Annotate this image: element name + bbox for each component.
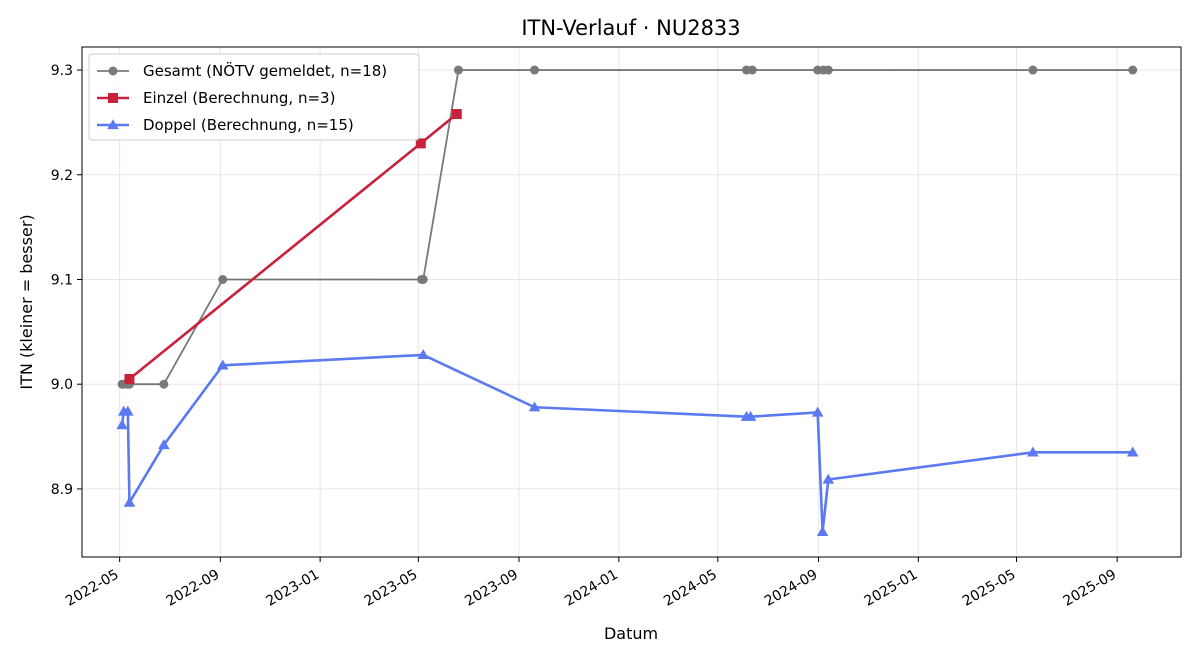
x-tick-label: 2024-09 xyxy=(762,567,821,610)
x-tick-label: 2022-09 xyxy=(164,567,223,610)
gesamt-point xyxy=(418,274,428,284)
doppel-point xyxy=(116,419,128,430)
x-tick-label: 2024-01 xyxy=(562,567,621,610)
gesamt-point xyxy=(218,274,228,284)
y-tick-label: 9.1 xyxy=(51,272,73,288)
y-axis-title: ITN (kleiner = besser) xyxy=(17,214,36,389)
doppel-point xyxy=(216,359,229,370)
gesamt-point xyxy=(823,65,833,75)
doppel-point xyxy=(158,439,170,450)
plot-frame xyxy=(81,46,1182,558)
doppel-point xyxy=(417,349,430,360)
doppel-series-line xyxy=(120,353,1133,534)
doppel-point xyxy=(1126,446,1139,457)
doppel-point xyxy=(528,401,541,412)
einzel-series-line xyxy=(128,113,458,380)
y-tick-label: 8.9 xyxy=(51,482,73,498)
legend-item-einzel xyxy=(97,93,129,103)
doppel-point xyxy=(811,406,824,417)
einzel-point xyxy=(451,109,462,120)
legend-label: Doppel (Berechnung, n=15) xyxy=(143,116,354,134)
x-tick-label: 2023-05 xyxy=(362,567,421,610)
legend: Gesamt (NÖTV gemeldet, n=18) Einzel (Bere… xyxy=(88,53,420,141)
x-tick-label: 2024-05 xyxy=(661,567,720,610)
legend-label: Einzel (Berechnung, n=3) xyxy=(143,89,335,107)
doppel-point xyxy=(816,526,829,537)
y-tick-label: 9.2 xyxy=(51,168,73,184)
gesamt-point xyxy=(530,65,540,75)
x-tick-label: 2023-09 xyxy=(462,567,521,610)
y-tick-label: 9.0 xyxy=(51,377,73,393)
y-tick-label: 9.3 xyxy=(51,63,73,79)
axes: 8.9 9.0 9.1 9.2 9.3 2022-05 2022-09 2023-01 2023… xyxy=(51,63,1119,610)
legend-marker xyxy=(108,66,118,76)
einzel-series xyxy=(124,109,462,384)
doppel-point xyxy=(744,410,757,421)
x-tick-label: 2022-05 xyxy=(63,567,122,610)
x-axis-title: Datum xyxy=(604,624,658,643)
x-tick-label: 2025-09 xyxy=(1061,567,1120,610)
legend-box xyxy=(88,53,420,141)
plot-series xyxy=(116,65,1139,537)
legend-marker xyxy=(107,119,119,130)
x-tick-label: 2025-05 xyxy=(960,567,1019,610)
gesamt-point xyxy=(1028,65,1038,75)
doppel-point xyxy=(123,496,136,507)
gesamt-point xyxy=(1128,65,1138,75)
gesamt-point xyxy=(159,379,169,389)
doppel-point xyxy=(1027,446,1039,457)
doppel-point xyxy=(822,473,835,484)
doppel-point xyxy=(122,405,134,416)
legend-item-doppel xyxy=(97,119,129,130)
x-tick-label: 2025-01 xyxy=(862,567,921,610)
x-tick-label: 2023-01 xyxy=(263,567,322,610)
legend-marker xyxy=(108,93,118,103)
legend-label: Gesamt (NÖTV gemeldet, n=18) xyxy=(143,61,387,80)
einzel-point xyxy=(124,373,135,384)
gesamt-point xyxy=(453,65,463,75)
einzel-point xyxy=(415,138,426,149)
doppel-series xyxy=(116,349,1139,537)
legend-item-gesamt xyxy=(97,66,129,76)
gesamt-point xyxy=(747,65,757,75)
chart-title: ITN-Verlauf · NU2833 xyxy=(521,16,740,40)
